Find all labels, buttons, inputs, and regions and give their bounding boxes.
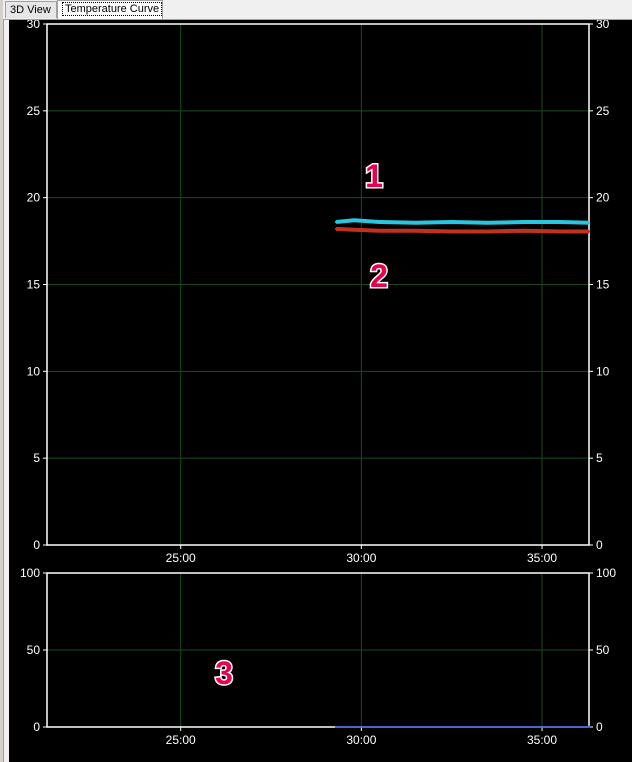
tab-temperature-curve[interactable]: Temperature Curve (57, 0, 163, 19)
annotation-label-3: 3 (215, 655, 233, 691)
tab-temperature-curve-label: Temperature Curve (62, 2, 163, 16)
tab-3d-view[interactable]: 3D View (5, 1, 57, 18)
chart1-ylabel-left-1: 5 (33, 451, 40, 465)
chart2-ylabel-right-2: 100 (596, 566, 616, 580)
chart1-series-2-point-6 (522, 229, 526, 232)
chart1-xlabel-2: 35:00 (527, 551, 557, 565)
chart2-ylabel-right-1: 50 (596, 643, 610, 657)
chart1-series-2-point-0 (334, 227, 338, 231)
chart2-xlabel-0: 25:00 (166, 733, 196, 747)
chart2-xlabel-2: 35:00 (527, 733, 557, 747)
chart2-xlabel-1: 30:00 (346, 733, 376, 747)
tab-bar: 3D View Temperature Curve (3, 0, 632, 20)
chart1-series-1-point-8 (587, 221, 591, 225)
chart1-ylabel-left-0: 0 (33, 538, 40, 552)
chart2-ylabel-right-0: 0 (596, 720, 603, 734)
chart1-series-2-point-4 (450, 230, 453, 233)
chart1-series-2-point-1 (352, 228, 356, 231)
chart1-series-2-line (336, 226, 589, 234)
chart1-xlabel-1: 30:00 (346, 551, 376, 565)
chart1-series-2-point-8 (587, 230, 591, 233)
annotation-label-2: 2 (370, 258, 388, 294)
chart1-ylabel-right-5: 25 (596, 104, 610, 118)
window-left-border (0, 0, 4, 762)
chart1-series-1-point-6 (522, 220, 526, 224)
chart1-ylabel-right-3: 15 (596, 278, 610, 292)
chart1-series-1-point-7 (558, 220, 562, 224)
chart1-series-2-point-5 (486, 230, 490, 233)
chart1-series-1-point-4 (450, 220, 453, 224)
chart1-ylabel-right-6: 30 (596, 20, 610, 31)
chart1-ylabel-left-3: 15 (27, 278, 41, 292)
chart1-ylabel-right-0: 0 (596, 538, 603, 552)
chart1-ylabel-right-4: 20 (596, 191, 610, 205)
chart1-xlabel-0: 25:00 (166, 551, 196, 565)
annotation-label-1: 1 (365, 158, 383, 194)
chart1-series-1-point-0 (334, 220, 338, 224)
chart1-series-1-point-1 (352, 219, 356, 222)
chart1-series-1-line (335, 218, 590, 225)
chart1-ylabel-right-1: 5 (596, 451, 603, 465)
chart2-series-1-point-0 (334, 725, 338, 729)
chart1-series-1-point-2 (378, 220, 381, 224)
chart1-series-2-point-7 (558, 230, 562, 233)
chart1-series-1-point-5 (486, 221, 490, 225)
chart2-ylabel-left-1: 50 (27, 643, 41, 657)
chart1-ylabel-right-2: 10 (596, 364, 610, 378)
chart2-ylabel-left-2: 100 (20, 566, 40, 580)
chart1-ylabel-left-2: 10 (27, 364, 41, 378)
chart1-ylabel-left-4: 20 (27, 191, 41, 205)
chart1-ylabel-left-5: 25 (27, 104, 41, 118)
chart1-series-2-point-3 (414, 229, 417, 232)
chart1-series-1-point-3 (414, 221, 417, 225)
chart-panel: 0 0 5 5 10 10 15 15 20 20 25 25 30 30 25:00 30:00 35:00 0… (9, 20, 632, 762)
chart1-ylabel-left-6: 30 (27, 20, 41, 31)
chart2-series-1-point-1 (587, 725, 591, 729)
chart2-ylabel-left-0: 0 (33, 720, 40, 734)
chart1-series-2-point-2 (378, 229, 381, 232)
